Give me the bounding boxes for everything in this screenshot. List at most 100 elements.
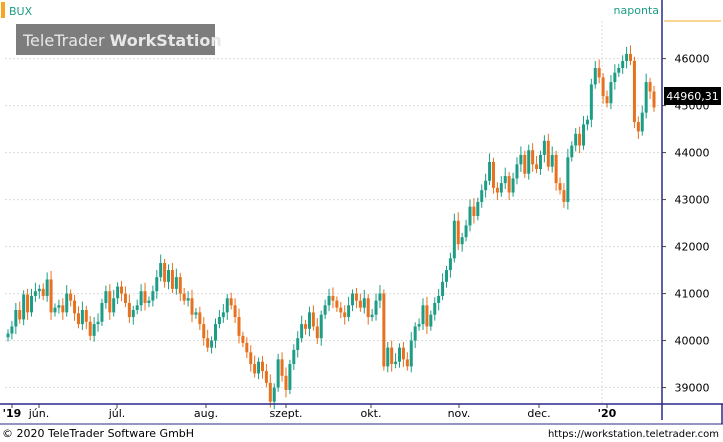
candle <box>538 150 542 175</box>
candle <box>139 284 143 312</box>
candle <box>155 270 159 299</box>
candle-body <box>460 237 464 245</box>
candle-body <box>531 150 535 165</box>
candle <box>268 374 272 408</box>
candle <box>214 318 218 349</box>
candle-body <box>221 312 225 318</box>
candle-body <box>503 176 507 184</box>
symbol-label: BUX <box>9 5 33 18</box>
candle <box>409 332 413 373</box>
candle <box>120 280 124 302</box>
candle <box>331 287 335 309</box>
y-tick-label: 40000 <box>675 335 710 348</box>
candle <box>296 331 300 358</box>
candle <box>335 296 339 312</box>
candle-body <box>96 321 100 325</box>
candle <box>288 359 292 395</box>
candle-body <box>621 60 625 68</box>
candle <box>33 282 37 302</box>
candle-body <box>370 314 374 318</box>
candle <box>374 293 378 321</box>
candle <box>425 296 429 334</box>
candle-body <box>214 324 218 341</box>
candle <box>542 135 546 163</box>
candle-body <box>546 140 550 167</box>
symbol-accent-bar <box>1 2 5 18</box>
candle <box>225 294 229 320</box>
candle <box>245 337 249 359</box>
candle <box>468 199 472 232</box>
interval-label: naponta <box>614 4 659 17</box>
candle <box>26 288 30 320</box>
candle <box>80 301 84 330</box>
source-url-link[interactable]: https://workstation.teletrader.com <box>548 429 719 440</box>
candle <box>621 55 625 74</box>
candle-body <box>159 263 163 278</box>
x-tick-label: dec. <box>527 407 550 420</box>
candle <box>284 367 288 398</box>
candle <box>307 306 311 337</box>
candle-body <box>566 157 570 202</box>
candle <box>147 296 151 308</box>
candle-body <box>444 270 448 282</box>
candle-body <box>100 302 104 322</box>
candle-body <box>92 324 96 336</box>
candle-body <box>163 263 167 282</box>
candle <box>523 150 527 178</box>
candle <box>69 289 73 307</box>
candle-body <box>570 145 574 158</box>
candle <box>108 284 112 320</box>
candle <box>100 298 104 326</box>
candle-body <box>366 298 370 318</box>
grid-lines <box>5 21 662 404</box>
candle <box>441 273 445 301</box>
candle-body <box>178 277 182 294</box>
candle <box>429 310 433 331</box>
candle-body <box>354 293 358 301</box>
candle <box>448 252 452 278</box>
candle <box>535 155 539 174</box>
candle-body <box>347 305 351 318</box>
candle-body <box>69 293 73 301</box>
candle <box>640 105 644 136</box>
candle <box>206 329 210 352</box>
candle-body <box>80 310 84 325</box>
candle-body <box>632 60 636 123</box>
candle-body <box>394 361 398 365</box>
candle-body <box>648 82 652 92</box>
x-tick-label: nov. <box>448 407 471 420</box>
candle-body <box>57 305 61 308</box>
candle <box>123 286 127 308</box>
candle-body <box>538 154 542 170</box>
candle-body <box>409 340 413 367</box>
candle-body <box>351 293 355 306</box>
candle <box>6 329 10 342</box>
candle-body <box>433 302 437 315</box>
candle <box>382 289 386 371</box>
candle-body <box>511 178 515 193</box>
candle-body <box>456 220 460 245</box>
candle-body <box>311 312 315 327</box>
candle-body <box>186 298 190 301</box>
candle-body <box>382 293 386 367</box>
candle-body <box>578 133 582 146</box>
candle <box>323 299 327 319</box>
candle-body <box>374 300 378 315</box>
y-tick-label: 41000 <box>675 288 710 301</box>
candle <box>178 272 182 302</box>
chart-frame <box>0 0 723 425</box>
candle-body <box>535 164 539 170</box>
candle-body <box>574 133 578 146</box>
candle <box>210 336 214 354</box>
candle <box>574 128 578 152</box>
candle-body <box>307 312 311 329</box>
candle-body <box>249 352 253 365</box>
candle <box>174 268 178 295</box>
candle-body <box>358 300 362 308</box>
candle <box>480 184 484 208</box>
candle-body <box>237 317 241 336</box>
candle-body <box>104 291 108 303</box>
candle <box>605 90 609 108</box>
candle <box>632 56 636 128</box>
